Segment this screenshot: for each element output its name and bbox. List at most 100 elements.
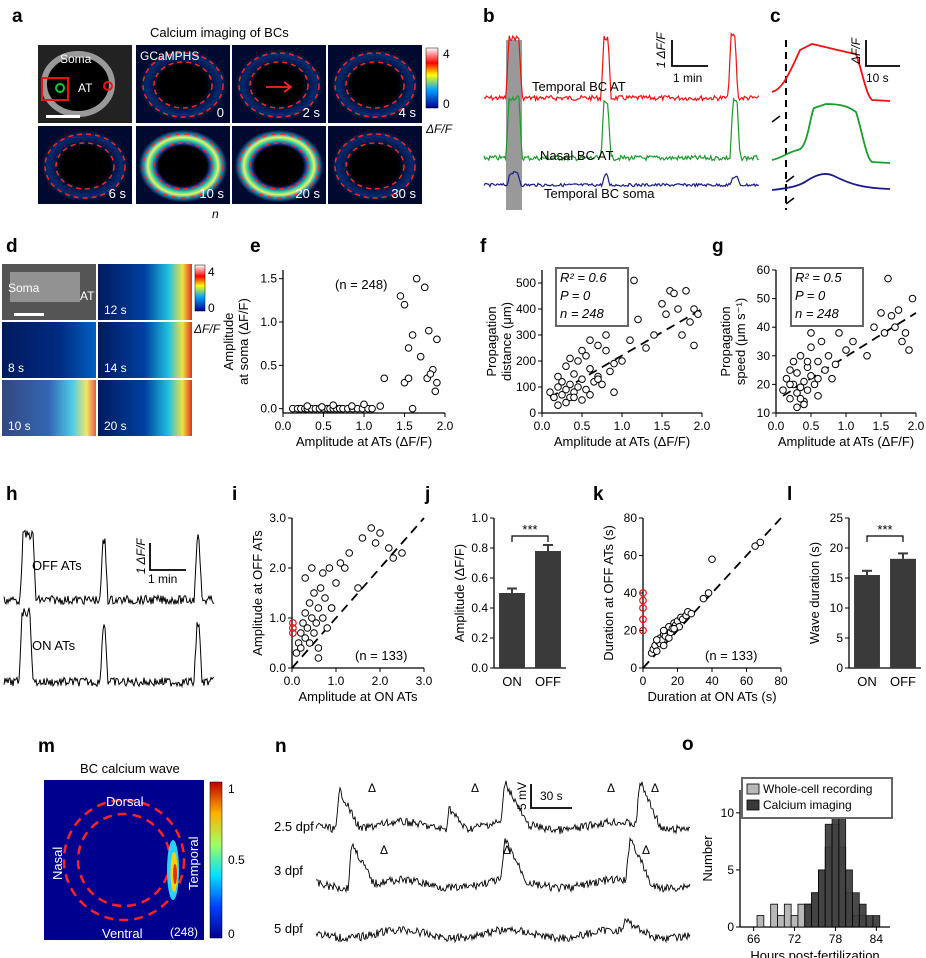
c-scale-bar — [865, 40, 900, 67]
x-tick-label: 66 — [747, 932, 761, 946]
m-outer-ring — [62, 798, 186, 922]
data-point — [329, 401, 338, 410]
data-point — [642, 344, 650, 352]
data-point — [630, 276, 638, 285]
data-point — [814, 374, 822, 383]
panel-d: d Soma AT 12 s 8 s 14 s 10 s 20 s 4 0 ΔF… — [2, 236, 221, 436]
data-point — [433, 378, 441, 387]
data-point — [570, 370, 578, 378]
data-point — [779, 386, 787, 394]
b-trace-temporal-at — [483, 31, 760, 103]
data-point-highlight — [639, 596, 647, 605]
b-label-temporal-soma: Temporal BC soma — [544, 186, 655, 201]
c-traces — [771, 43, 891, 205]
m-ventral: Ventral — [102, 926, 143, 941]
data-point — [594, 375, 602, 384]
data-point — [586, 391, 594, 399]
a-roi-green — [55, 83, 65, 93]
y-tick-label: 500 — [516, 276, 536, 290]
panel-e: e 0.0 0.5 1.0 1.5 0.0 0.5 1.0 1.5 2.0 Amplitude at… — [221, 236, 454, 449]
data-point — [782, 374, 791, 383]
panel-letter-h: h — [6, 484, 18, 505]
n-annotation: (n = 133) — [355, 648, 407, 663]
hist-bar-calcium — [831, 801, 840, 928]
data-point — [708, 555, 716, 564]
m-title: BC calcium wave — [80, 761, 180, 776]
hist-bar-whole-cell — [777, 915, 785, 928]
h-scale-y: 1 ΔF/F — [134, 538, 148, 574]
data-point — [371, 539, 380, 547]
y-tick-label: 400 — [516, 302, 536, 316]
x-tick-label: 2.0 — [372, 674, 389, 688]
n-event-marker-5: Δ — [503, 843, 511, 857]
panel-letter-l: l — [787, 484, 792, 505]
data-point — [433, 335, 441, 344]
panel-letter-f: f — [480, 236, 487, 257]
legend-label: Calcium imaging — [763, 798, 852, 812]
data-point — [659, 641, 668, 650]
y-tick-label: 0.8 — [471, 541, 488, 555]
panel-c: c ΔF/F 10 s — [770, 6, 900, 210]
y-tick-label: 0 — [630, 661, 637, 675]
d-scale-bar — [14, 313, 44, 316]
data-point — [807, 343, 815, 352]
y-tick-label: 60 — [757, 263, 771, 277]
a-tile-2s-ring — [235, 49, 323, 121]
significance-stars: *** — [877, 522, 892, 537]
data-point — [807, 372, 815, 380]
data-point — [786, 394, 794, 403]
data-point — [793, 403, 801, 412]
data-point — [305, 639, 314, 647]
y-axis-label: Propagation — [718, 306, 733, 376]
data-point — [292, 649, 301, 657]
y-axis-label: at soma (ΔF/F) — [236, 298, 251, 385]
n-event-marker-3: Δ — [651, 781, 659, 795]
data-point — [354, 584, 362, 592]
a-tile-0-ring — [139, 49, 227, 121]
data-point — [360, 400, 368, 409]
data-point — [699, 594, 708, 603]
significance-bracket — [511, 535, 549, 542]
n-trace-5dpf — [315, 917, 691, 944]
data-point — [301, 574, 310, 582]
data-point — [348, 402, 356, 410]
h-scale-x: 1 min — [148, 572, 177, 586]
data-point — [662, 310, 670, 319]
y-axis-label: distance (μm) — [499, 302, 514, 381]
a-tile-20s-ring — [235, 130, 323, 202]
y-tick-label: 0.6 — [471, 571, 488, 585]
data-point — [807, 329, 815, 337]
data-point — [562, 362, 570, 371]
data-point — [408, 331, 417, 339]
data-point — [814, 357, 822, 366]
data-point — [810, 380, 819, 389]
category-label: OFF — [535, 674, 561, 689]
m-colorbar — [209, 781, 223, 939]
data-point — [814, 392, 822, 400]
d-tile-8s — [2, 322, 96, 378]
b-traces — [483, 31, 760, 188]
d-frame-20s: 20 s — [104, 419, 127, 433]
data-point — [891, 323, 899, 332]
d-colorbar-max: 4 — [208, 265, 215, 279]
data-point-highlight — [639, 626, 647, 635]
panel-letter-a: a — [12, 6, 23, 27]
significance-bracket — [866, 535, 904, 542]
m-colorbar-05: 0.5 — [228, 853, 245, 867]
data-point — [376, 529, 384, 537]
y-tick-label: 1.0 — [260, 315, 277, 329]
a-soma-label: Soma — [60, 52, 92, 66]
data-point — [425, 326, 433, 335]
d-soma-label: Soma — [8, 281, 40, 295]
data-point — [385, 544, 393, 552]
data-point — [321, 594, 329, 602]
data-point — [566, 380, 574, 389]
hist-bar-calcium — [804, 903, 812, 928]
y-tick-label: 3.0 — [269, 511, 286, 525]
n-annotation: (n = 133) — [705, 648, 757, 663]
data-point — [835, 329, 843, 337]
h-trace-on — [3, 607, 214, 689]
y-tick-label: 60 — [624, 549, 638, 563]
data-point-highlight — [288, 629, 297, 637]
